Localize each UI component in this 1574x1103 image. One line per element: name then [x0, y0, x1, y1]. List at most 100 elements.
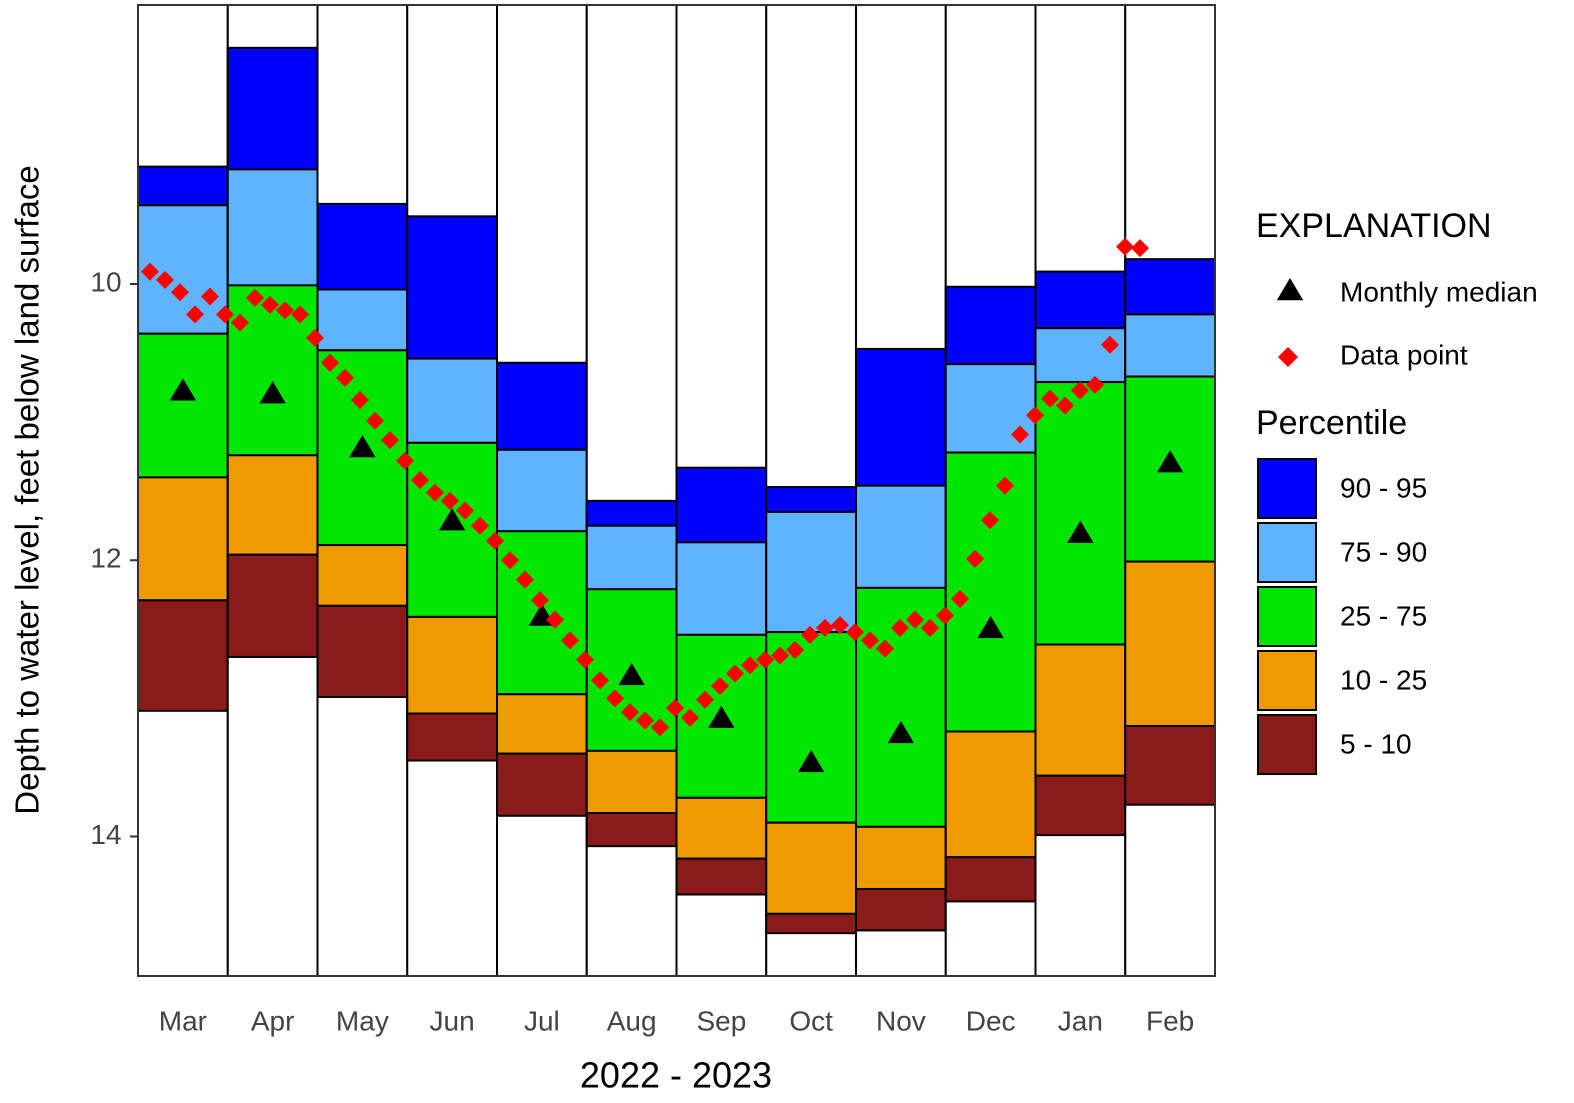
legend-swatch [1257, 586, 1317, 647]
data-point [1131, 239, 1149, 258]
median-marker [618, 662, 645, 686]
legend-swatch [1257, 650, 1317, 711]
median-marker [1067, 520, 1094, 543]
percentile-band [585, 524, 678, 591]
data-point [546, 610, 564, 629]
data-point [156, 270, 174, 289]
data-point [861, 631, 879, 650]
data-point [741, 656, 759, 675]
percentile-band [226, 553, 319, 658]
legend-label: 10 - 25 [1340, 664, 1427, 695]
data-point [531, 591, 549, 610]
y-tick-label: 12 [90, 543, 121, 574]
percentile-band [855, 347, 947, 487]
data-point [471, 516, 489, 535]
percentile-band [226, 168, 319, 287]
data-point [876, 639, 894, 658]
percentile-band [496, 361, 588, 451]
data-point [321, 353, 339, 372]
data-point [621, 703, 639, 722]
data-point [726, 664, 744, 683]
data-point [171, 283, 189, 302]
percentile-band [944, 856, 1037, 903]
data-point [501, 551, 519, 570]
data-point [981, 511, 999, 530]
percentile-band [496, 693, 588, 755]
data-point [1041, 389, 1059, 408]
data-point [561, 631, 579, 650]
data-point [681, 708, 699, 727]
x-tick-label: Aug [607, 1005, 657, 1036]
median-marker [259, 381, 286, 404]
y-axis-title: Depth to water level, feet below land su… [9, 165, 46, 814]
percentile-band [855, 825, 947, 890]
data-point [801, 625, 819, 644]
x-axis-title: 2022 - 2023 [580, 1055, 772, 1096]
legend-title: EXPLANATION [1256, 207, 1492, 245]
percentile-band [675, 466, 768, 544]
percentile-band [406, 215, 498, 360]
y-tick-label: 10 [90, 266, 121, 297]
data-point [351, 391, 369, 410]
percentile-band [1124, 724, 1216, 806]
percentile-band [675, 857, 768, 896]
data-point [291, 305, 309, 324]
data-point [1011, 425, 1029, 444]
data-point [1101, 335, 1119, 354]
data-point [966, 549, 984, 568]
percentile-band [226, 454, 319, 556]
percentile-band [137, 165, 229, 207]
median-marker [349, 434, 376, 458]
y-tick-label: 14 [90, 819, 121, 850]
data-point [921, 618, 939, 637]
x-tick-label: Jul [524, 1005, 560, 1036]
data-point [276, 301, 294, 320]
percentile-band [944, 730, 1037, 859]
data-point [651, 718, 669, 737]
legend-swatch [1257, 458, 1317, 519]
x-tick-label: Mar [159, 1005, 207, 1036]
data-point [201, 287, 219, 306]
percentile-band [675, 796, 768, 860]
percentile-band [406, 357, 498, 444]
data-point [666, 699, 684, 718]
percentile-band [316, 288, 409, 352]
percentile-band [137, 599, 229, 712]
data-point [591, 671, 609, 690]
percentile-band [226, 46, 319, 171]
data-point [366, 411, 384, 430]
percentile-band [1034, 270, 1127, 330]
median-marker [169, 378, 197, 401]
legend-label: 90 - 95 [1340, 472, 1427, 503]
data-point [246, 288, 264, 307]
percentile-band [765, 510, 857, 634]
percentile-band [406, 712, 498, 762]
median-marker [887, 720, 915, 744]
percentile-band [1124, 560, 1216, 727]
data-point [1056, 396, 1074, 415]
data-point [1116, 237, 1134, 256]
data-point [816, 618, 834, 637]
plot-frame [137, 4, 1216, 977]
percentile-band [1034, 643, 1127, 777]
percentile-band [316, 202, 409, 291]
legend-band-title: Percentile [1256, 404, 1407, 442]
percentile-band [1034, 381, 1127, 646]
percentile-band [137, 332, 229, 479]
percentile-band [765, 912, 857, 935]
data-point [381, 431, 399, 450]
data-point [936, 606, 954, 625]
percentile-band [944, 285, 1037, 366]
percentile-band [765, 821, 857, 915]
percentile-band [1124, 313, 1216, 378]
data-point [261, 295, 279, 314]
x-tick-label: May [336, 1005, 389, 1036]
x-tick-label: Feb [1146, 1005, 1194, 1036]
median-marker [438, 508, 466, 531]
median-marker [797, 749, 825, 773]
percentile-band [137, 476, 229, 602]
median-marker [708, 705, 735, 728]
percentile-band [765, 486, 857, 513]
data-point [891, 618, 909, 637]
legend-swatch [1257, 714, 1317, 775]
